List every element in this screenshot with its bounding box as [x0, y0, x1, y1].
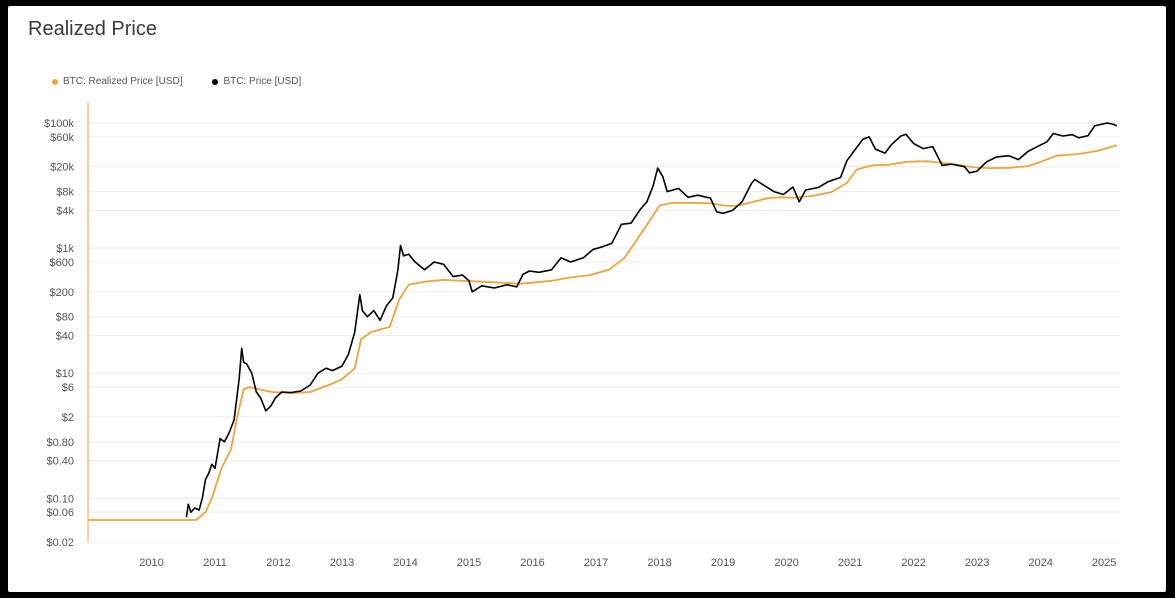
y-tick-label: $20k — [50, 162, 74, 174]
x-tick-label: 2023 — [965, 557, 989, 569]
y-tick-label: $200 — [50, 287, 74, 299]
legend-item-price[interactable]: BTC: Price [USD] — [212, 76, 301, 87]
x-tick-label: 2020 — [774, 557, 798, 569]
y-tick-label: $8k — [56, 187, 74, 199]
y-tick-label: $0.40 — [46, 456, 74, 468]
legend-item-realized[interactable]: BTC: Realized Price [USD] — [52, 76, 182, 87]
realized-price-line — [88, 144, 1118, 521]
x-tick-label: 2010 — [139, 557, 163, 569]
x-tick-label: 2014 — [393, 557, 417, 569]
y-tick-label: $0.02 — [46, 537, 74, 549]
x-tick-label: 2015 — [457, 557, 481, 569]
legend-label-price: BTC: Price [USD] — [223, 76, 302, 87]
legend-dot-price — [212, 78, 219, 85]
y-tick-label: $0.10 — [46, 493, 74, 505]
y-tick-label: $4k — [56, 205, 74, 217]
y-tick-label: $60k — [50, 132, 74, 144]
chart-svg: $100k $60k $20k $8k $4k $1k $600 $200 $80 $40 $10 $… — [44, 102, 1120, 569]
legend: BTC: Realized Price [USD] BTC: Price [US… — [52, 76, 301, 87]
y-tick-label: $0.80 — [46, 437, 74, 449]
x-tick-label: 2013 — [330, 557, 354, 569]
y-tick-label: $10 — [56, 368, 74, 380]
x-tick-label: 2024 — [1028, 557, 1052, 569]
x-tick-label: 2022 — [901, 557, 925, 569]
legend-label-realized: BTC: Realized Price [USD] — [63, 76, 183, 87]
y-tick-label: $40 — [56, 331, 74, 343]
x-tick-label: 2016 — [520, 557, 544, 569]
chart-panel: Realized Price BTC: Realized Price [USD]… — [8, 6, 1166, 592]
x-tick-label: 2011 — [203, 557, 227, 569]
x-tick-label: 2019 — [711, 557, 735, 569]
x-tick-label: 2021 — [838, 557, 862, 569]
y-tick-label: $6 — [62, 382, 74, 394]
y-tick-label: $0.06 — [46, 507, 74, 519]
x-tick-label: 2018 — [647, 557, 671, 569]
legend-dot-realized — [52, 78, 58, 85]
chart-title: Realized Price — [28, 18, 157, 40]
x-tick-label: 2017 — [584, 557, 608, 569]
y-tick-label: $1k — [56, 243, 74, 255]
x-tick-label: 2025 — [1092, 557, 1116, 569]
y-tick-label: $100k — [44, 118, 74, 130]
y-tick-label: $80 — [56, 312, 74, 324]
y-tick-label: $2 — [62, 412, 74, 424]
y-tick-label: $600 — [50, 257, 74, 269]
x-tick-label: 2012 — [266, 557, 290, 569]
btc-price-line — [185, 122, 1118, 518]
